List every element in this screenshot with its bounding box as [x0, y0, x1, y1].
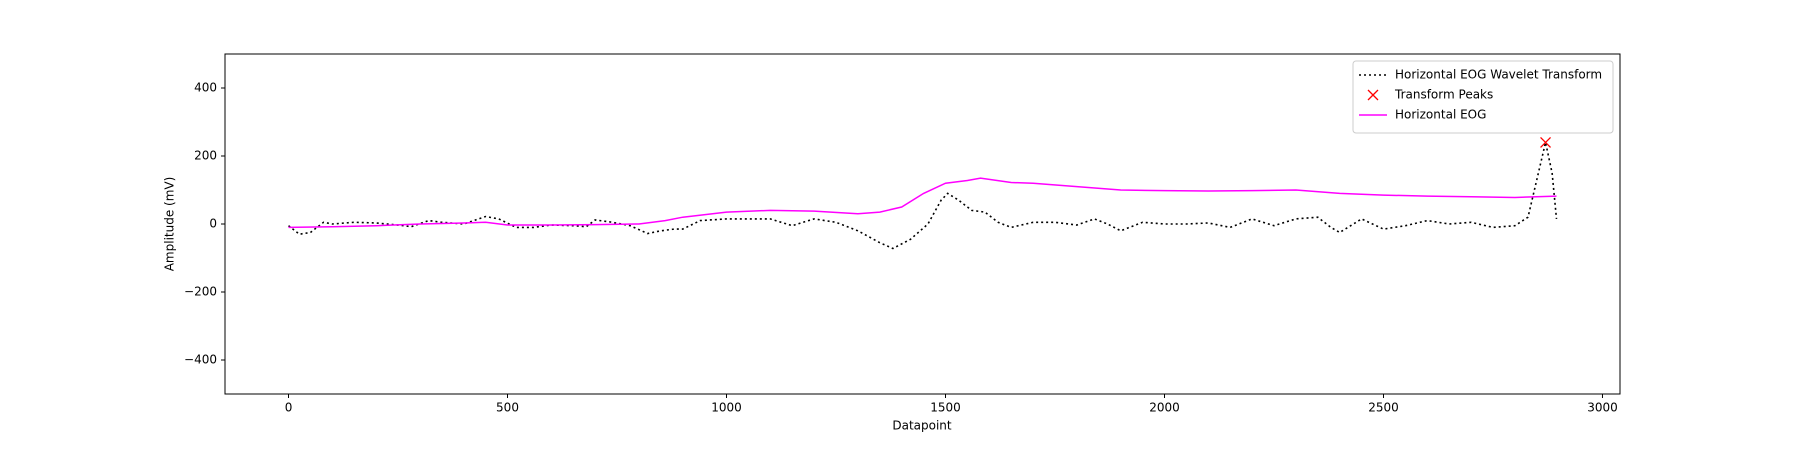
peak-marker: [1540, 136, 1551, 148]
y-tick-label: 400: [194, 81, 217, 95]
x-tick-label: 3000: [1587, 401, 1618, 415]
data-line: [288, 177, 1557, 229]
y-axis-label: Amplitude (mV): [163, 177, 177, 272]
x-axis-label: Datapoint: [892, 419, 952, 433]
x-tick-label: 2000: [1149, 401, 1180, 415]
legend-label: Horizontal EOG Wavelet Transform: [1395, 68, 1602, 82]
y-tick-label: 200: [194, 149, 217, 163]
y-tick-label: −200: [184, 285, 217, 299]
legend-marker: [1367, 89, 1379, 101]
y-tick-label: −400: [184, 353, 217, 367]
legend-label: Horizontal EOG: [1395, 108, 1486, 122]
legend-box: [1352, 60, 1614, 134]
x-tick-label: 2500: [1368, 401, 1399, 415]
x-tick-label: 1000: [711, 401, 742, 415]
plot-frame: [224, 53, 1621, 395]
y-tick-label: 0: [209, 217, 217, 231]
x-tick-label: 500: [496, 401, 519, 415]
data-line: [288, 142, 1558, 250]
x-tick-label: 0: [285, 401, 293, 415]
x-tick-label: 1500: [930, 401, 961, 415]
legend-label: Transform Peaks: [1394, 88, 1493, 102]
